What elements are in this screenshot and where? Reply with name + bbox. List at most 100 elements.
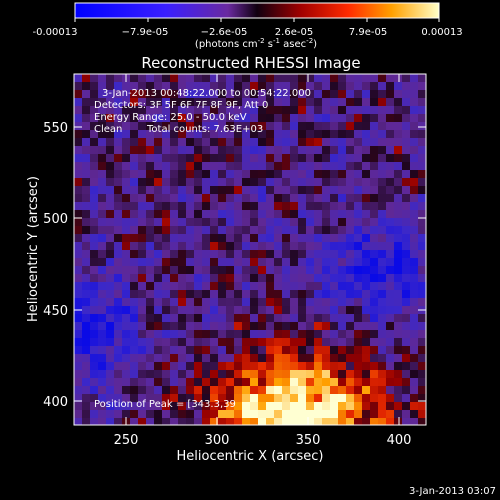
heatmap-cell	[170, 106, 178, 114]
y-tick-label: 450	[43, 304, 68, 319]
heatmap-cell	[370, 154, 378, 162]
heatmap-cell	[386, 178, 394, 186]
heatmap-cell	[210, 242, 218, 250]
heatmap-cell	[346, 402, 354, 410]
heatmap-cell	[258, 106, 266, 114]
heatmap-cell	[338, 98, 346, 106]
heatmap-cell	[82, 130, 90, 138]
heatmap-cell	[282, 338, 290, 346]
heatmap-cell	[306, 98, 314, 106]
heatmap-cell	[122, 210, 130, 218]
heatmap-cell	[242, 202, 250, 210]
heatmap-cell	[106, 266, 114, 274]
heatmap-cell	[138, 146, 146, 154]
heatmap-cell	[306, 338, 314, 346]
heatmap-cell	[218, 346, 226, 354]
heatmap-cell	[218, 258, 226, 266]
heatmap-cell	[250, 162, 258, 170]
heatmap-cell	[114, 138, 122, 146]
heatmap-cell	[162, 106, 170, 114]
heatmap-cell	[82, 106, 90, 114]
heatmap-cell	[146, 378, 154, 386]
heatmap-cell	[290, 314, 298, 322]
heatmap-cell	[314, 386, 322, 394]
heatmap-cell	[370, 322, 378, 330]
heatmap-cell	[402, 402, 410, 410]
heatmap-cell	[274, 114, 282, 122]
heatmap-cell	[226, 322, 234, 330]
heatmap-cell	[298, 266, 306, 274]
heatmap-cell	[202, 338, 210, 346]
heatmap-cell	[130, 138, 138, 146]
heatmap-cell	[258, 282, 266, 290]
heatmap-cell	[106, 362, 114, 370]
heatmap-cell	[322, 274, 330, 282]
heatmap-cell	[74, 362, 82, 370]
heatmap-cell	[266, 306, 274, 314]
heatmap-cell	[162, 242, 170, 250]
heatmap-cell	[210, 202, 218, 210]
heatmap-cell	[314, 202, 322, 210]
heatmap-cell	[210, 282, 218, 290]
heatmap-cell	[162, 394, 170, 402]
heatmap-cell	[226, 410, 234, 418]
heatmap-cell	[114, 170, 122, 178]
heatmap-cell	[138, 242, 146, 250]
heatmap-cell	[74, 98, 82, 106]
heatmap-cell	[306, 194, 314, 202]
heatmap-cell	[410, 386, 418, 394]
algorithm-text: Clean	[94, 124, 122, 135]
heatmap-cell	[298, 178, 306, 186]
heatmap-cell	[386, 138, 394, 146]
heatmap-cell	[178, 130, 186, 138]
heatmap-cell	[74, 282, 82, 290]
heatmap-cell	[122, 186, 130, 194]
heatmap-cell	[306, 306, 314, 314]
heatmap-cell	[402, 410, 410, 418]
heatmap-cell	[234, 370, 242, 378]
heatmap-cell	[106, 170, 114, 178]
heatmap-cell	[154, 146, 162, 154]
heatmap-cell	[362, 250, 370, 258]
heatmap-cell	[306, 250, 314, 258]
heatmap-cell	[370, 234, 378, 242]
heatmap-cell	[330, 82, 338, 90]
heatmap-cell	[234, 298, 242, 306]
heatmap-cell	[82, 82, 90, 90]
heatmap-cell	[226, 226, 234, 234]
heatmap-cell	[154, 186, 162, 194]
heatmap-cell	[218, 314, 226, 322]
heatmap-cell	[274, 138, 282, 146]
heatmap-cell	[362, 98, 370, 106]
heatmap-cell	[98, 266, 106, 274]
heatmap-cell	[114, 410, 122, 418]
heatmap-cell	[354, 386, 362, 394]
heatmap-cell	[130, 146, 138, 154]
heatmap-cell	[370, 114, 378, 122]
heatmap-cell	[386, 314, 394, 322]
heatmap-cell	[234, 170, 242, 178]
heatmap-cell	[162, 162, 170, 170]
heatmap-cell	[362, 314, 370, 322]
heatmap-cell	[194, 82, 202, 90]
heatmap-cell	[266, 202, 274, 210]
colorbar-tick-label: -0.00013	[33, 27, 78, 38]
heatmap-cell	[274, 154, 282, 162]
heatmap-cell	[98, 322, 106, 330]
heatmap-cell	[386, 74, 394, 82]
heatmap-cell	[362, 218, 370, 226]
heatmap-cell	[82, 250, 90, 258]
heatmap-cell	[258, 234, 266, 242]
y-axis-label: Heliocentric Y (arcsec)	[26, 176, 41, 322]
heatmap-cell	[338, 114, 346, 122]
heatmap-cell	[266, 402, 274, 410]
heatmap-cell	[122, 146, 130, 154]
heatmap-cell	[338, 186, 346, 194]
heatmap-cell	[290, 378, 298, 386]
heatmap-cell	[234, 114, 242, 122]
heatmap-cell	[130, 298, 138, 306]
heatmap-cell	[386, 146, 394, 154]
heatmap-cell	[370, 202, 378, 210]
heatmap-cell	[354, 130, 362, 138]
heatmap-cell	[234, 98, 242, 106]
